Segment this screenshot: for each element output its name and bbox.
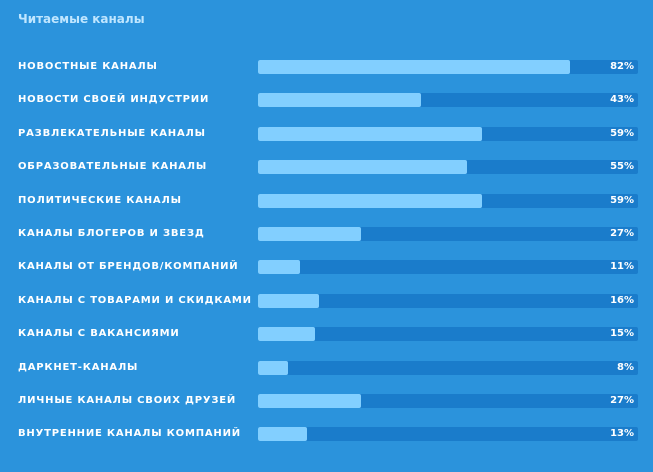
category-label: КАНАЛЫ ОТ БРЕНДОВ/КОМПАНИЙ: [18, 261, 239, 273]
bar: [258, 126, 483, 141]
category-label: ДАРКНЕТ-КАНАЛЫ: [18, 361, 139, 373]
category-label: КАНАЛЫ БЛОГЕРОВ И ЗВЕЗД: [18, 228, 205, 239]
value-label: 55%: [610, 161, 634, 173]
bar: [258, 227, 361, 241]
bar-track: [258, 260, 638, 275]
value-label: 82%: [610, 61, 634, 72]
bar-row: ЛИЧНЫЕ КАНАЛЫ СВОИХ ДРУЗЕЙ 27%: [0, 391, 653, 411]
category-label: ВНУТРЕННИЕ КАНАЛЫ КОМПАНИЙ: [18, 428, 241, 440]
value-label: 15%: [610, 328, 634, 340]
bar: [258, 160, 467, 175]
bar-track: [258, 126, 638, 141]
bar-row: ВНУТРЕННИЕ КАНАЛЫ КОМПАНИЙ 13%: [0, 424, 653, 444]
bar-track: [258, 327, 638, 342]
bar: [258, 93, 422, 108]
bar-row: РАЗВЛЕКАТЕЛЬНЫЕ КАНАЛЫ 59%: [0, 124, 653, 144]
category-label: ЛИЧНЫЕ КАНАЛЫ СВОИХ ДРУЗЕЙ: [18, 395, 237, 406]
bar-track: [258, 193, 638, 208]
category-label: ПОЛИТИЧЕСКИЕ КАНАЛЫ: [18, 194, 182, 206]
bar-track: [258, 394, 638, 408]
value-label: 8%: [617, 361, 634, 373]
bar: [258, 360, 289, 375]
bar: [258, 60, 570, 74]
bar-row: НОВОСТНЫЕ КАНАЛЫ 82%: [0, 57, 653, 77]
bar-track: [258, 360, 638, 375]
bar-row: ДАРКНЕТ-КАНАЛЫ 8%: [0, 358, 653, 378]
bar: [258, 193, 483, 208]
bar-track: [258, 93, 638, 108]
bar-row: НОВОСТИ СВОЕЙ ИНДУСТРИИ 43%: [0, 90, 653, 110]
value-label: 13%: [610, 428, 634, 440]
bar-track: [258, 160, 638, 175]
bar-track: [258, 227, 638, 241]
bar-row: ПОЛИТИЧЕСКИЕ КАНАЛЫ 59%: [0, 191, 653, 211]
category-label: ОБРАЗОВАТЕЛЬНЫЕ КАНАЛЫ: [18, 161, 208, 173]
category-label: КАНАЛЫ С ВАКАНСИЯМИ: [18, 328, 180, 340]
bar-row: КАНАЛЫ С ВАКАНСИЯМИ 15%: [0, 324, 653, 344]
bar-row: ОБРАЗОВАТЕЛЬНЫЕ КАНАЛЫ 55%: [0, 157, 653, 177]
bar-row: КАНАЛЫ БЛОГЕРОВ И ЗВЕЗД 27%: [0, 224, 653, 244]
bar: [258, 293, 319, 308]
bar: [258, 260, 300, 275]
chart-title: Читаемые каналы: [18, 12, 145, 26]
category-label: РАЗВЛЕКАТЕЛЬНЫЕ КАНАЛЫ: [18, 127, 206, 139]
bar: [258, 394, 361, 408]
value-label: 11%: [610, 261, 634, 273]
category-label: НОВОСТНЫЕ КАНАЛЫ: [18, 61, 158, 72]
value-label: 16%: [610, 294, 634, 306]
bar-row: КАНАЛЫ ОТ БРЕНДОВ/КОМПАНИЙ 11%: [0, 257, 653, 277]
category-label: КАНАЛЫ С ТОВАРАМИ И СКИДКАМИ: [18, 294, 252, 306]
bar: [258, 327, 315, 342]
bar-row: КАНАЛЫ С ТОВАРАМИ И СКИДКАМИ 16%: [0, 291, 653, 311]
category-label: НОВОСТИ СВОЕЙ ИНДУСТРИИ: [18, 94, 210, 106]
bar-track: [258, 60, 638, 74]
value-label: 27%: [610, 228, 634, 239]
value-label: 43%: [610, 94, 634, 106]
bar: [258, 427, 308, 442]
bar-track: [258, 293, 638, 308]
bar-track: [258, 427, 638, 442]
value-label: 27%: [610, 395, 634, 406]
value-label: 59%: [610, 194, 634, 206]
value-label: 59%: [610, 127, 634, 139]
